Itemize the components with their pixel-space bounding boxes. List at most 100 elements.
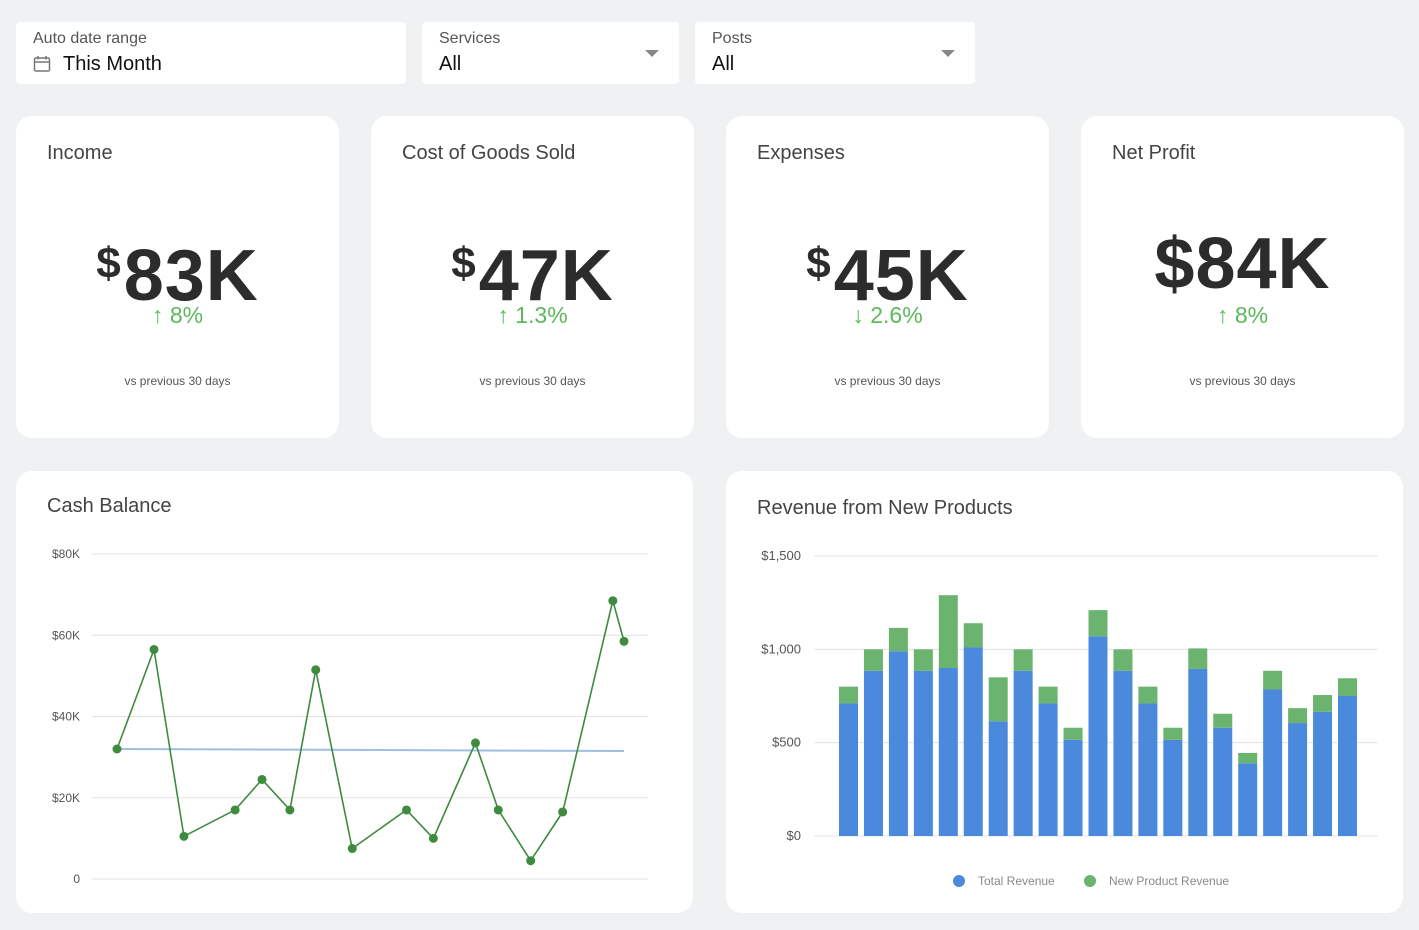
currency-symbol: $ (451, 239, 477, 288)
income-card[interactable]: Income $83K ↑ 8% vs previous 30 days (16, 116, 339, 438)
bar-new-product-revenue (1063, 727, 1083, 740)
kpi-note: vs previous 30 days (479, 374, 586, 388)
bar-new-product-revenue (1138, 686, 1158, 704)
card-title: Expenses (757, 142, 845, 164)
bar-new-product-revenue (1163, 727, 1183, 740)
bar-total-revenue (1263, 689, 1283, 836)
kpi-value: $47K (371, 224, 694, 316)
bar-total-revenue (1138, 703, 1158, 836)
y-tick-label: $20K (52, 791, 80, 805)
change-value: 2.6% (870, 302, 923, 328)
filter-value: All (712, 53, 735, 75)
arrow-up-icon: ↑ (497, 302, 509, 328)
bar-new-product-revenue (938, 595, 958, 668)
bar-new-product-revenue (1313, 695, 1333, 712)
card-title: Cost of Goods Sold (402, 142, 576, 164)
y-tick-label: $1,000 (761, 641, 801, 656)
calendar-icon (33, 56, 51, 72)
data-point (179, 831, 189, 841)
data-point (149, 644, 159, 654)
bar-new-product-revenue (913, 649, 933, 671)
kpi-value: $45K (726, 224, 1049, 316)
legend-marker-new (1084, 875, 1096, 887)
kpi-note: vs previous 30 days (834, 374, 941, 388)
filter-value: This Month (63, 53, 162, 75)
data-point (112, 744, 122, 754)
cogs-card[interactable]: Cost of Goods Sold $47K ↑ 1.3% vs previo… (371, 116, 694, 438)
bar-total-revenue (1188, 668, 1208, 836)
currency-symbol: $ (806, 239, 832, 288)
bar-total-revenue (1088, 636, 1108, 836)
expenses-card[interactable]: Expenses $45K ↓ 2.6% vs previous 30 days (726, 116, 1049, 438)
change-value: 1.3% (515, 302, 568, 328)
bar-total-revenue (863, 670, 883, 836)
bar-new-product-revenue (1188, 648, 1208, 669)
data-point (401, 805, 411, 815)
kpi-amount: 83K (123, 236, 259, 316)
bar-new-product-revenue (1238, 752, 1258, 764)
trend-line (116, 748, 625, 753)
kpi-change: ↓ 2.6% (726, 302, 1049, 329)
services-filter[interactable]: Services All (422, 22, 679, 84)
bar-new-product-revenue (839, 686, 858, 704)
arrow-down-icon: ↓ (852, 302, 864, 328)
data-point (230, 805, 240, 815)
data-point (526, 856, 536, 866)
data-point (470, 738, 480, 748)
posts-filter[interactable]: Posts All (695, 22, 975, 84)
kpi-value: $84K (1081, 224, 1404, 304)
y-tick-label: $80K (52, 547, 80, 561)
net-profit-card[interactable]: Net Profit $84K ↑ 8% vs previous 30 days (1081, 116, 1404, 438)
chart-title: Revenue from New Products (757, 497, 1013, 519)
data-point (257, 774, 267, 784)
bar-new-product-revenue (1213, 713, 1233, 728)
cash-balance-chart: 0 $20K $40K $60K $80K (52, 547, 648, 886)
filter-label: Auto date range (33, 30, 147, 47)
data-point (285, 805, 295, 815)
filter-label: Posts (712, 30, 753, 47)
data-point (493, 805, 503, 815)
bar-total-revenue (1113, 670, 1133, 836)
y-tick-label: $500 (772, 735, 801, 750)
currency-symbol: $ (1154, 224, 1196, 304)
bar-new-product-revenue (988, 677, 1008, 722)
date-range-filter[interactable]: Auto date range This Month (16, 22, 406, 84)
kpi-change: ↑ 8% (1081, 302, 1404, 329)
legend-marker-total (953, 875, 965, 887)
bar-new-product-revenue (1013, 649, 1033, 671)
cash-balance-card[interactable]: Cash Balance 0 $20K $40K $60K $80K (16, 471, 693, 913)
bar-new-product-revenue (888, 627, 908, 652)
bar-total-revenue (1163, 739, 1183, 836)
data-point (608, 596, 618, 606)
bar-total-revenue (1238, 763, 1258, 836)
arrow-up-icon: ↑ (151, 302, 164, 328)
revenue-chart: $0 $500 $1,000 $1,500 Total Revenue New Produ… (761, 548, 1378, 888)
bar-new-product-revenue (963, 623, 983, 648)
card-title: Income (47, 142, 113, 164)
kpi-note: vs previous 30 days (124, 374, 231, 388)
y-tick-label: $60K (52, 628, 80, 642)
currency-symbol: $ (96, 239, 122, 288)
data-point (619, 636, 629, 646)
bar-total-revenue (888, 651, 908, 836)
bar-new-product-revenue (1113, 649, 1133, 671)
cash-balance-line (116, 600, 625, 863)
kpi-change: ↑ 1.3% (371, 302, 694, 329)
data-point (311, 665, 321, 675)
kpi-amount: 47K (478, 236, 614, 316)
kpi-amount: 45K (833, 236, 969, 316)
bar-total-revenue (1213, 727, 1233, 836)
y-tick-label: 0 (73, 872, 80, 886)
y-tick-label: $1,500 (761, 548, 801, 563)
data-point (558, 807, 568, 817)
bar-new-product-revenue (1338, 678, 1357, 696)
change-value: 8% (169, 302, 204, 328)
bar-new-product-revenue (1263, 670, 1283, 690)
change-value: 8% (1234, 302, 1269, 328)
kpi-amount: 84K (1195, 224, 1331, 304)
bar-total-revenue (1288, 723, 1308, 836)
chevron-down-icon (941, 50, 955, 57)
legend-label-total: Total Revenue (978, 874, 1055, 888)
legend-label-new: New Product Revenue (1109, 874, 1229, 888)
revenue-card[interactable]: Revenue from New Products $0 $500 $1,000 $1… (726, 471, 1403, 913)
